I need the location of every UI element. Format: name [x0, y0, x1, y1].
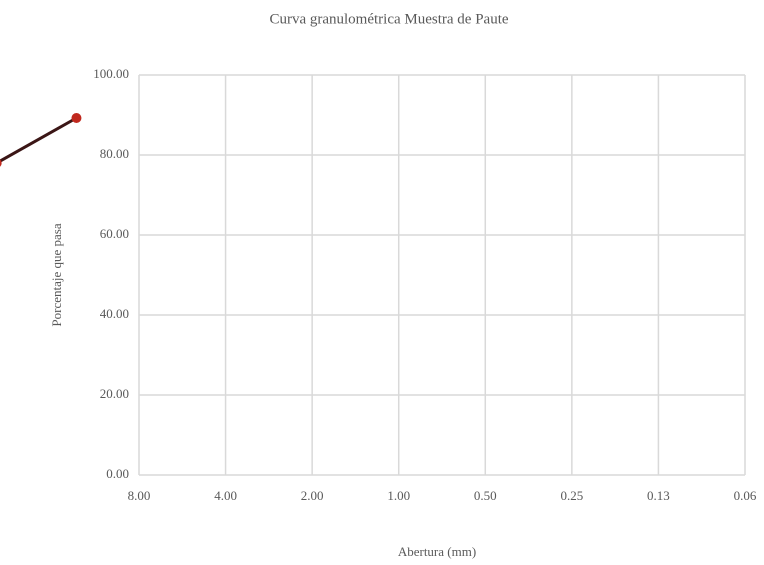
x-tick-label: 1.00 — [387, 488, 410, 503]
series-line — [0, 116, 78, 163]
y-tick-label: 40.00 — [100, 306, 129, 321]
x-tick-label: 4.00 — [214, 488, 237, 503]
y-tick-label: 20.00 — [100, 386, 129, 401]
x-tick-label: 0.50 — [474, 488, 497, 503]
x-axis-title: Abertura (mm) — [398, 544, 476, 559]
data-point — [71, 113, 82, 123]
y-tick-label: 60.00 — [100, 226, 129, 241]
y-tick-label: 100.00 — [93, 66, 129, 81]
x-tick-label: 0.25 — [560, 488, 583, 503]
y-axis-title: Porcentaje que pasa — [49, 223, 64, 326]
x-tick-label: 2.00 — [301, 488, 324, 503]
x-tick-label: 0.06 — [734, 488, 757, 503]
y-tick-label: 0.00 — [106, 466, 129, 481]
data-point — [0, 159, 2, 167]
chart-title: Curva granulométrica Muestra de Paute — [269, 11, 508, 27]
x-tick-label: 0.13 — [647, 488, 670, 503]
x-tick-label: 8.00 — [128, 488, 151, 503]
y-tick-label: 80.00 — [100, 146, 129, 161]
